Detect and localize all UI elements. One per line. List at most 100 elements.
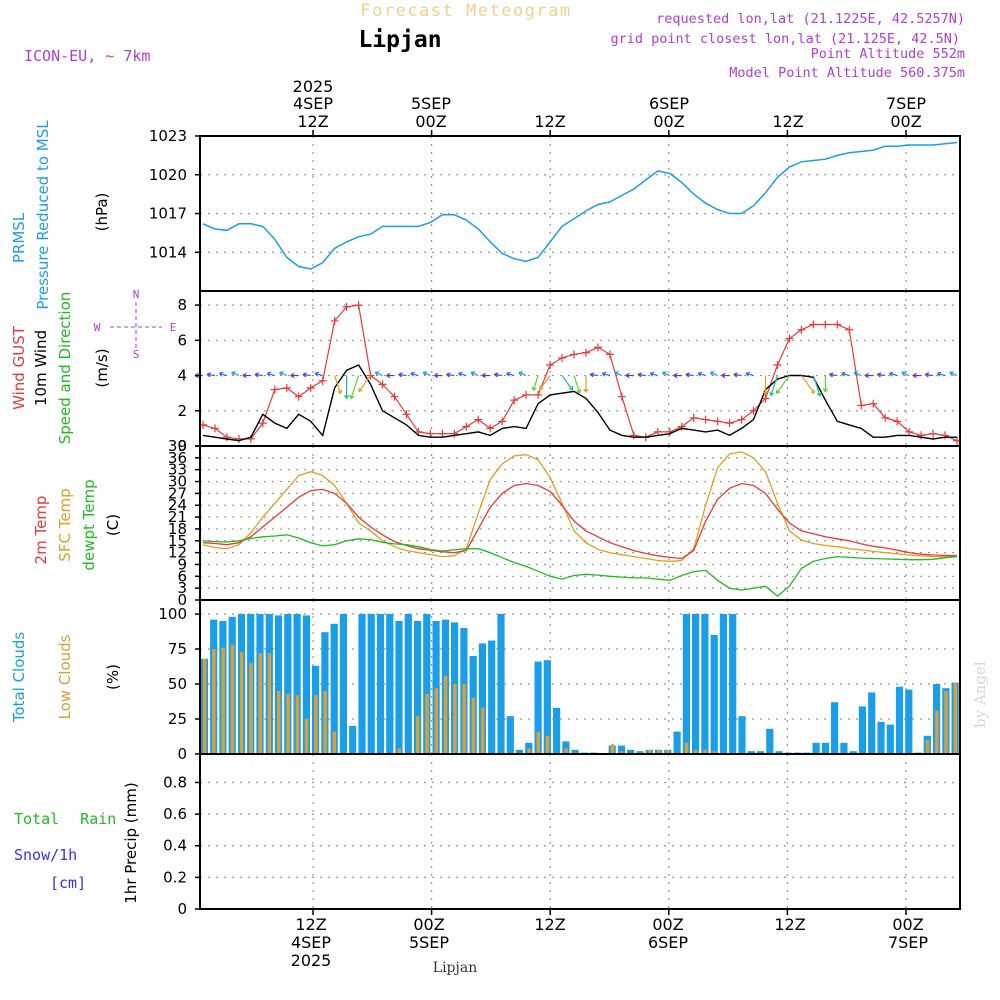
gust-marker [354, 301, 363, 310]
gust-marker [869, 399, 878, 408]
wind-direction-arrow [822, 375, 829, 393]
wind-direction-arrow [876, 372, 886, 378]
wind-direction-arrow [583, 375, 589, 393]
wind-speed-line [202, 364, 957, 442]
cloud-unit: (%) [104, 664, 122, 690]
top-tick-label-line3: 00Z [653, 112, 684, 131]
total-cloud-bar [877, 721, 885, 754]
total-cloud-bar [488, 640, 496, 754]
gust-marker [929, 429, 938, 438]
bottom-tick-label-line1: 00Z [413, 915, 444, 934]
wind-direction-arrow [573, 375, 582, 394]
low-cloud-bar [323, 691, 327, 754]
wind-direction-arrow [864, 372, 874, 379]
total-cloud-bar [414, 621, 422, 754]
total-cloud-label: Total Clouds [10, 632, 28, 724]
low-cloud-bar [221, 647, 225, 754]
total-cloud-bar [571, 749, 579, 754]
total-cloud-bar [330, 623, 338, 754]
gust-marker [725, 419, 734, 428]
low-cloud-bar [230, 644, 235, 754]
temp-ytick-label: 21 [168, 508, 187, 526]
total-cloud-bar [515, 749, 524, 754]
wind-direction-arrow [589, 372, 599, 378]
total-cloud-bar [673, 731, 681, 754]
wind-direction-arrow [841, 371, 850, 377]
precip-unit: 1hr Precip (mm) [122, 782, 140, 903]
gust-marker [785, 334, 794, 343]
wind-direction-arrow [625, 372, 634, 379]
credit-watermark: by Angel [971, 661, 989, 728]
temp-ytick-label: 24 [168, 496, 187, 514]
wind-direction-arrow [812, 375, 822, 397]
low-cloud-bar [471, 698, 476, 754]
wind-direction-arrow [493, 372, 503, 378]
gust-marker [306, 383, 315, 392]
total-cloud-bar [358, 614, 366, 754]
point-altitude: Point Altitude 552m [811, 46, 965, 62]
wind-direction-arrow [410, 371, 419, 377]
total-cloud-bar [719, 614, 727, 754]
wind-direction-arrow [254, 372, 263, 378]
bottom-tick-label-line3: 2025 [291, 951, 332, 970]
wind-direction-arrow [769, 375, 779, 397]
wind-direction-arrow [290, 372, 299, 379]
bottom-tick-label-line1: 00Z [652, 915, 683, 934]
gust-marker [845, 325, 854, 334]
gust-marker [546, 360, 555, 369]
gust-marker [450, 429, 459, 438]
gust-marker [234, 434, 243, 443]
sfc-temp-line [202, 451, 957, 562]
total-cloud-bar [692, 614, 700, 754]
total-cloud-bar [617, 745, 626, 754]
gust-marker [713, 417, 722, 426]
compass-east: E [170, 321, 177, 334]
bottom-tick-label-line1: 12Z [774, 915, 805, 934]
wind-label: 10m Wind [32, 330, 50, 406]
wind-direction-arrow [601, 371, 611, 377]
total-cloud-bar [905, 689, 913, 754]
wind-direction-arrow [358, 375, 372, 393]
bottom-tick-label-line1: 12Z [534, 915, 565, 934]
low-cloud-bar [267, 653, 272, 754]
total-cloud-bar [376, 614, 385, 754]
low-cloud-bar [684, 742, 689, 754]
gust-marker [462, 422, 471, 431]
low-cloud-bar [416, 716, 420, 754]
temp-ytick-label: 30 [168, 473, 187, 491]
low-cloud-bar [277, 691, 281, 754]
temp-ytick-label: 9 [177, 555, 187, 573]
top-tick-label-line2: 6SEP [649, 94, 689, 113]
wind-direction-arrow [745, 371, 754, 377]
precip-ytick-label: 0.2 [163, 868, 187, 886]
wind-direction-arrow [531, 375, 539, 391]
gust-marker [570, 350, 579, 359]
wind-direction-arrow [800, 375, 815, 394]
total-cloud-bar [775, 751, 783, 754]
low-cloud-bar [657, 749, 661, 754]
low-cloud-bar [564, 748, 568, 754]
gust-marker [438, 429, 447, 438]
total-cloud-bar [339, 614, 347, 754]
wind-direction-arrow [343, 375, 350, 400]
bottom-tick-label-line2: 4SEP [291, 933, 331, 952]
total-cloud-bar [432, 621, 440, 754]
gust-marker [258, 419, 267, 428]
dewpt-label: dewpt Temp [80, 479, 98, 570]
low-cloud-bar [314, 695, 318, 754]
location-title: Lipjan [358, 27, 441, 53]
low-cloud-bar [647, 749, 652, 754]
wind-ytick-label: 6 [177, 331, 187, 349]
total-cloud-bar [404, 614, 412, 754]
low-cloud-bar [666, 749, 670, 754]
total-cloud-bar [756, 751, 765, 754]
gust-label: Wind GUST [10, 325, 28, 410]
temp-ytick-label: 18 [168, 520, 187, 538]
total-cloud-bar [349, 726, 357, 754]
low-cloud-bar [527, 748, 531, 754]
total-cloud-bar [710, 635, 718, 754]
low-cloud-bar [249, 663, 253, 754]
gust-marker [581, 348, 590, 357]
t2m-line [202, 482, 958, 560]
gust-marker [210, 424, 219, 433]
